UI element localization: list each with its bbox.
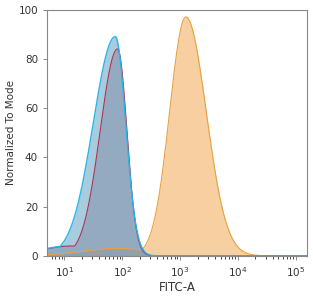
X-axis label: FITC-A: FITC-A [159,281,196,294]
Y-axis label: Normalized To Mode: Normalized To Mode [6,80,16,185]
